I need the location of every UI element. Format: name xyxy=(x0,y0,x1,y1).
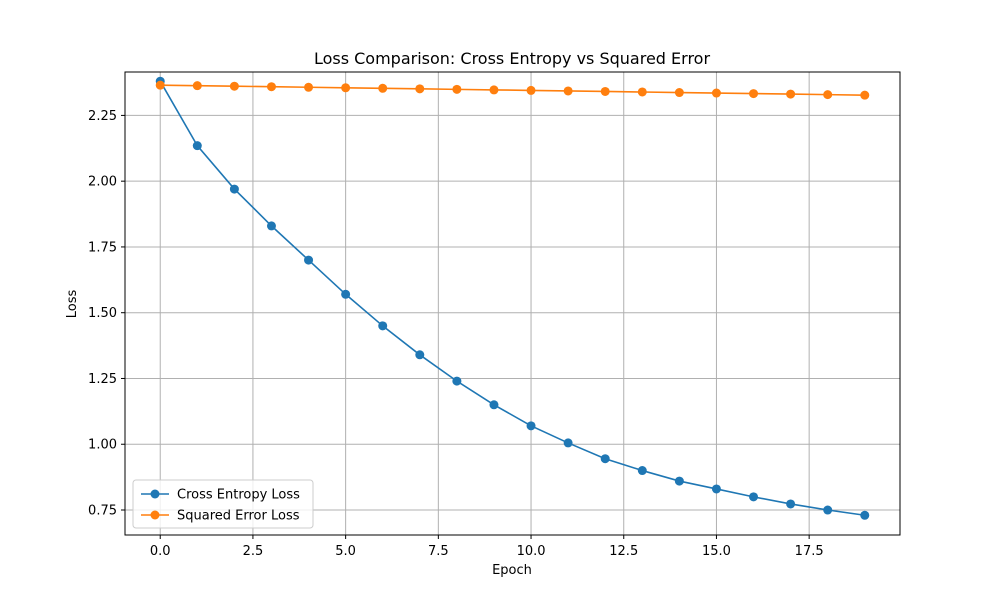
y-tick-label: 1.75 xyxy=(88,240,117,255)
cross-entropy-loss-point xyxy=(489,400,499,410)
cross-entropy-loss-point xyxy=(378,321,388,331)
x-tick-label: 10.0 xyxy=(517,544,546,559)
series-group xyxy=(155,76,870,520)
legend-marker xyxy=(150,489,160,499)
chart-title: Loss Comparison: Cross Entropy vs Square… xyxy=(314,49,711,68)
legend-entry-label: Squared Error Loss xyxy=(177,509,300,524)
y-tick-label: 2.00 xyxy=(88,175,117,190)
legend-box xyxy=(132,479,314,529)
squared-error-loss-point xyxy=(526,85,536,95)
y-tick-label: 0.75 xyxy=(88,504,117,519)
cross-entropy-loss-point xyxy=(341,289,351,299)
x-tick-label: 15.0 xyxy=(702,544,731,559)
y-tick-label: 1.25 xyxy=(88,372,117,387)
squared-error-loss-point xyxy=(637,87,647,97)
cross-entropy-loss-point xyxy=(711,484,721,494)
cross-entropy-loss-point xyxy=(600,454,610,464)
squared-error-loss-point xyxy=(674,88,684,98)
cross-entropy-loss-point xyxy=(229,184,239,194)
squared-error-loss-point xyxy=(378,83,388,93)
cross-entropy-loss-point xyxy=(563,438,573,448)
x-tick-label: 17.5 xyxy=(795,544,824,559)
cross-entropy-loss-point xyxy=(452,376,462,386)
y-tick-label: 1.50 xyxy=(88,306,117,321)
cross-entropy-loss-point xyxy=(860,510,870,520)
squared-error-loss-point xyxy=(229,81,239,91)
squared-error-loss-point xyxy=(489,85,499,95)
y-axis-label: Loss xyxy=(65,290,80,319)
cross-entropy-loss-point xyxy=(823,505,833,515)
cross-entropy-loss-point xyxy=(415,350,425,360)
squared-error-loss-point xyxy=(749,89,759,99)
y-tick-label: 1.00 xyxy=(88,438,117,453)
cross-entropy-loss-point xyxy=(637,466,647,476)
squared-error-loss-point xyxy=(155,80,165,90)
x-tick-label: 2.5 xyxy=(243,544,264,559)
cross-entropy-loss-point xyxy=(526,421,536,431)
x-tick-label: 7.5 xyxy=(428,544,449,559)
squared-error-loss-point xyxy=(600,86,610,96)
axes: 0.0 2.5 5.0 7.5 10.0 12.5 15.0 17.5 0.75 1.00 1.25… xyxy=(88,109,824,559)
squared-error-loss-point xyxy=(823,90,833,100)
x-tick-label: 12.5 xyxy=(609,544,638,559)
cross-entropy-loss-point xyxy=(786,499,796,509)
cross-entropy-loss-point xyxy=(192,141,202,151)
squared-error-loss-point xyxy=(415,84,425,94)
squared-error-loss-point xyxy=(341,83,351,93)
cross-entropy-loss-point xyxy=(674,476,684,486)
legend: Cross Entropy Loss Squared Error Loss xyxy=(132,479,314,529)
plot-area-frame xyxy=(124,71,901,536)
y-tick-label: 2.25 xyxy=(88,109,117,124)
squared-error-loss-point xyxy=(266,82,276,92)
squared-error-loss-point xyxy=(860,90,870,100)
squared-error-loss-line xyxy=(160,84,865,96)
squared-error-loss-point xyxy=(563,86,573,96)
squared-error-loss-point xyxy=(711,88,721,98)
squared-error-loss-point xyxy=(192,81,202,91)
x-tick-label: 0.0 xyxy=(150,544,171,559)
cross-entropy-loss-point xyxy=(749,492,759,502)
x-tick-label: 5.0 xyxy=(335,544,356,559)
squared-error-loss-point xyxy=(304,82,314,92)
x-axis-label: Epoch xyxy=(492,563,532,578)
cross-entropy-loss-line xyxy=(159,80,865,517)
legend-marker xyxy=(150,510,160,520)
cross-entropy-loss-point xyxy=(266,221,276,231)
squared-error-loss-point xyxy=(786,89,796,99)
legend-entry-label: Cross Entropy Loss xyxy=(177,488,300,503)
squared-error-loss-point xyxy=(452,84,462,94)
cross-entropy-loss-point xyxy=(304,255,314,265)
